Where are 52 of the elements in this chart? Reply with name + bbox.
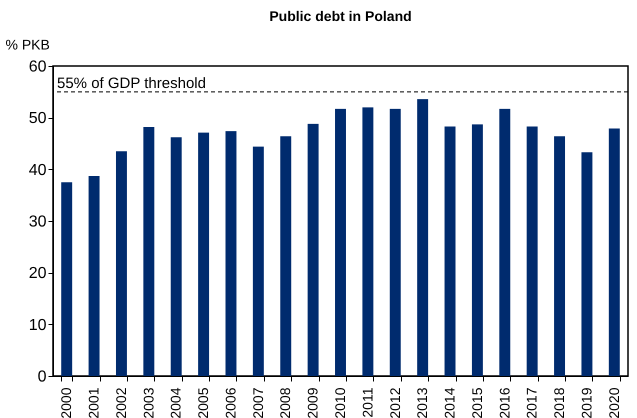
x-tick-label: 2014 xyxy=(442,387,458,418)
bar xyxy=(143,126,154,376)
x-tick-label: 2012 xyxy=(386,387,403,418)
x-tick-label: 2001 xyxy=(86,387,102,418)
x-tick-label: 2003 xyxy=(140,387,156,418)
x-tick-label: 2004 xyxy=(168,387,184,418)
bar xyxy=(170,137,182,376)
bar xyxy=(554,136,566,376)
bar xyxy=(335,108,346,376)
x-tick-label: 2019 xyxy=(578,387,594,418)
x-tick-label: 2018 xyxy=(551,387,568,418)
y-tick-label: 0 xyxy=(38,368,47,386)
x-tick-label: 2020 xyxy=(606,387,622,418)
x-tick-label: 2015 xyxy=(468,387,485,418)
x-tick-label: 2017 xyxy=(524,387,540,418)
bar xyxy=(252,146,264,376)
y-tick-label: 20 xyxy=(28,265,47,282)
y-axis-title: % PKB xyxy=(6,36,50,52)
bar xyxy=(308,124,319,376)
bar xyxy=(608,128,620,376)
x-tick-label: 2005 xyxy=(195,387,212,418)
x-tick-label: 2009 xyxy=(304,387,321,418)
y-tick-label: 50 xyxy=(28,110,47,128)
x-tick-label: 2000 xyxy=(58,387,74,418)
x-tick-label: 2002 xyxy=(112,387,129,418)
bar xyxy=(417,99,428,376)
bar xyxy=(88,176,100,376)
bar xyxy=(526,126,538,376)
chart-title: Public debt in Poland xyxy=(269,8,412,24)
y-tick-label: 60 xyxy=(28,58,47,76)
x-tick-label: 2008 xyxy=(277,387,294,418)
x-tick-label: 2006 xyxy=(222,387,238,418)
bar xyxy=(61,182,72,376)
y-tick-label: 40 xyxy=(28,162,47,179)
bar xyxy=(444,126,456,376)
bar xyxy=(390,108,401,376)
ref-line-label: 55% of GDP threshold xyxy=(57,74,206,92)
x-tick-label: 2007 xyxy=(250,387,266,418)
bar xyxy=(581,152,592,376)
bar xyxy=(472,124,483,376)
y-tick-label: 10 xyxy=(28,316,47,334)
bar xyxy=(280,136,292,376)
bar xyxy=(362,107,374,376)
bar xyxy=(499,108,510,376)
bar xyxy=(226,131,236,376)
x-tick-label: 2013 xyxy=(414,387,430,418)
x-tick-label: 2011 xyxy=(359,387,376,418)
x-tick-label: 2010 xyxy=(332,387,348,418)
bar xyxy=(198,132,210,376)
y-tick-label: 30 xyxy=(28,214,47,230)
x-tick-label: 2016 xyxy=(496,387,512,418)
bar xyxy=(116,151,127,376)
